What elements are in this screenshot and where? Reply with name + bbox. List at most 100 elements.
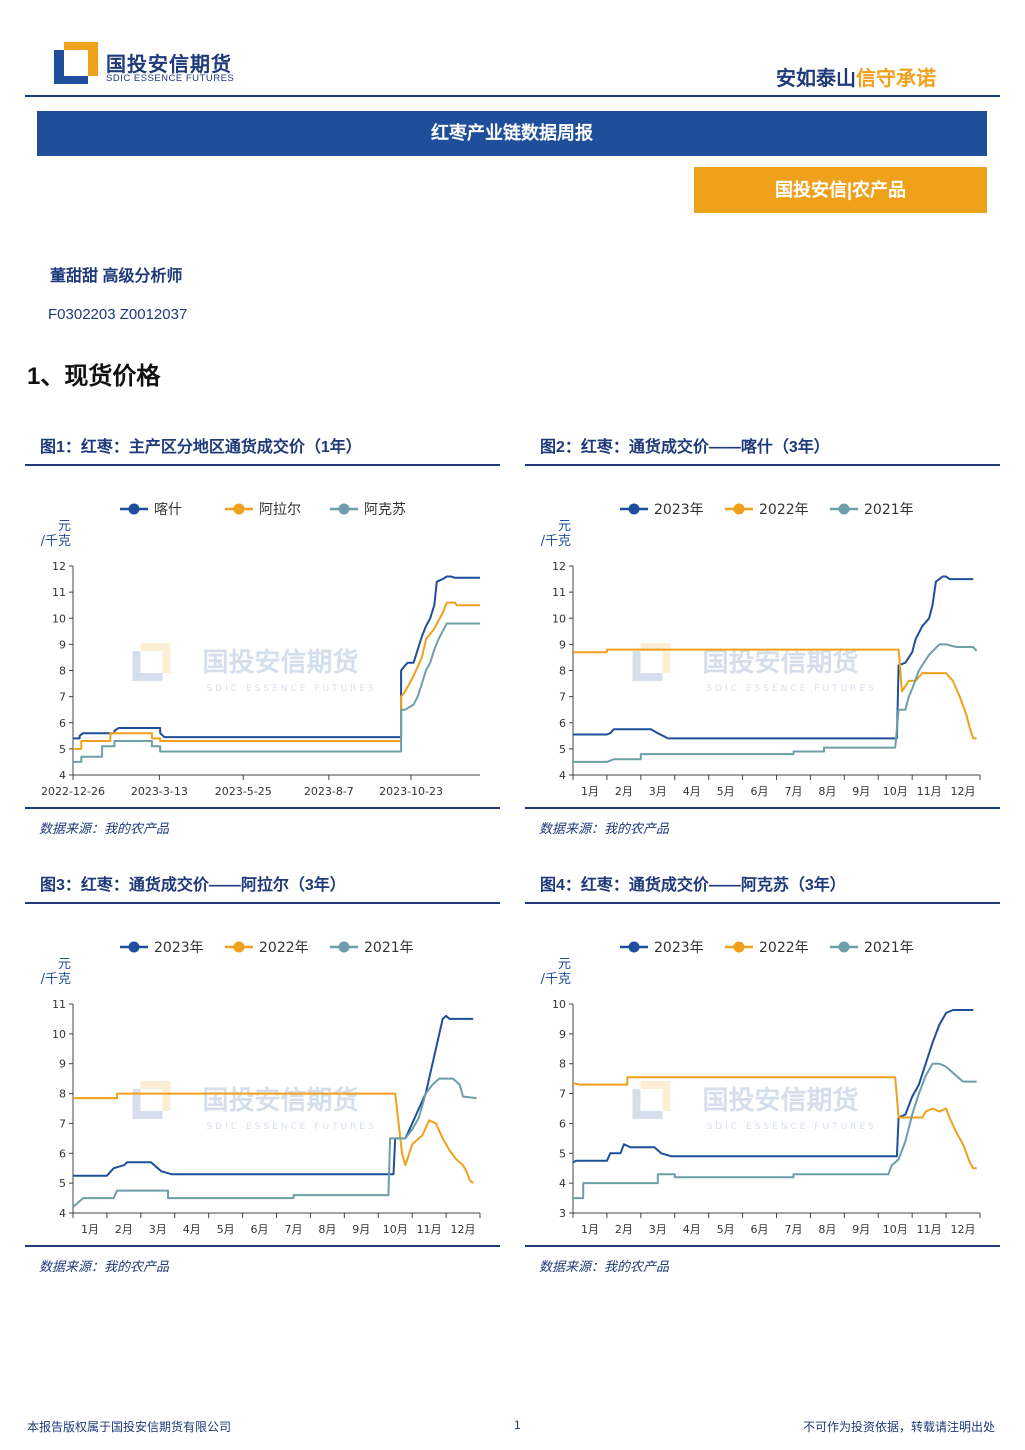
legend-item: 2023年 [620, 940, 704, 956]
x-tick-label: 8月 [318, 1223, 336, 1236]
watermark-logo-icon [632, 651, 663, 681]
slogan-part1: 安如泰山 [776, 68, 856, 90]
x-tick-label: 9月 [852, 1223, 870, 1236]
series-line [73, 622, 480, 763]
x-tick-label: 7月 [784, 785, 802, 798]
y-axis-unit: 元/千克 [41, 957, 71, 987]
y-tick-label: 5 [559, 743, 566, 756]
watermark-logo-icon [132, 651, 163, 681]
legend-label: 2022年 [759, 502, 809, 518]
y-tick-label: 11 [52, 998, 66, 1011]
line-chart: 国投安信期货 SDIC ESSENCE FUTURES 2023年 2022年 2021… [541, 502, 981, 798]
x-tick-label: 2月 [115, 1223, 133, 1236]
series-line [573, 643, 978, 763]
x-tick-label: 9月 [352, 1223, 370, 1236]
series-line [72, 1077, 477, 1208]
x-tick-label: 2月 [615, 1223, 633, 1236]
watermark: 国投安信期货 SDIC ESSENCE FUTURES [132, 643, 377, 694]
x-tick-label: 10月 [883, 1223, 908, 1236]
x-tick-label: 3月 [649, 785, 667, 798]
x-tick-label: 11月 [917, 785, 942, 798]
line-chart: 国投安信期货 SDIC ESSENCE FUTURES 2023年 2022年 2021… [41, 940, 481, 1236]
x-tick-label: 6月 [251, 1223, 269, 1236]
x-tick-label: 4月 [183, 1223, 201, 1236]
legend-marker [733, 941, 745, 953]
y-tick-label: 4 [59, 769, 66, 782]
x-tick-label: 11月 [417, 1223, 442, 1236]
watermark: 国投安信期货 SDIC ESSENCE FUTURES [632, 1081, 877, 1132]
y-tick-label: 12 [52, 560, 66, 573]
figure-source: 数据来源：我的农产品 [39, 1259, 170, 1274]
x-tick-label: 5月 [717, 785, 735, 798]
legend-label: 阿克苏 [364, 502, 406, 518]
figure-title: 图4：红枣：通货成交价——阿克苏（3年） [540, 877, 846, 894]
y-axis-unit: 元/千克 [541, 519, 571, 549]
y-tick-label: 9 [559, 1028, 566, 1041]
watermark: 国投安信期货 SDIC ESSENCE FUTURES [632, 643, 877, 694]
y-tick-label: 8 [559, 1058, 566, 1071]
y-tick-label: 7 [59, 691, 66, 704]
legend-item: 2023年 [620, 502, 704, 518]
y-tick-label: 10 [52, 612, 66, 625]
legend-item: 喀什 [120, 502, 182, 518]
author-certificate: F0302203 Z0012037 [48, 306, 188, 323]
x-tick-label: 12月 [951, 1223, 976, 1236]
series-line [572, 1009, 974, 1164]
watermark-text-cn: 国投安信期货 [703, 1085, 859, 1116]
x-tick-label: 2月 [615, 785, 633, 798]
watermark-text-en: SDIC ESSENCE FUTURES [707, 684, 877, 694]
legend-label: 喀什 [154, 502, 182, 518]
figure-title-underline [25, 902, 500, 904]
y-tick-label: 10 [52, 1028, 66, 1041]
legend-item: 2023年 [120, 940, 204, 956]
series-line [572, 1076, 977, 1170]
company-name-cn: 国投安信期货 [106, 54, 232, 76]
y-tick-label: 8 [59, 1088, 66, 1101]
company-name-en: SDIC ESSENCE FUTURES [106, 73, 235, 84]
legend-item: 2022年 [725, 940, 809, 956]
x-tick-label: 11月 [917, 1223, 942, 1236]
legend-label: 2023年 [654, 940, 704, 956]
x-tick-label: 2022-12-26 [41, 785, 105, 798]
series-line [573, 575, 974, 740]
x-tick-label: 6月 [751, 1223, 769, 1236]
legend-marker [628, 941, 640, 953]
series-line [573, 648, 977, 740]
x-tick-label: 10月 [883, 785, 908, 798]
y-tick-label: 10 [552, 998, 566, 1011]
y-tick-label: 9 [59, 638, 66, 651]
legend-label: 2022年 [259, 940, 309, 956]
figure-source: 数据来源：我的农产品 [539, 821, 670, 836]
line-chart: 国投安信期货 SDIC ESSENCE FUTURES 2023年 2022年 2021… [541, 940, 981, 1236]
watermark-text-en: SDIC ESSENCE FUTURES [207, 684, 377, 694]
x-tick-label: 12月 [951, 785, 976, 798]
y-tick-label: 6 [559, 1117, 566, 1130]
legend-label: 2021年 [864, 940, 914, 956]
x-tick-label: 9月 [852, 785, 870, 798]
y-tick-label: 5 [59, 743, 66, 756]
figure-source: 数据来源：我的农产品 [39, 821, 170, 836]
legend-item: 2022年 [725, 502, 809, 518]
figure-title-underline [525, 902, 1000, 904]
legend-item: 2021年 [830, 940, 914, 956]
x-tick-label: 10月 [383, 1223, 408, 1236]
x-tick-label: 3月 [649, 1223, 667, 1236]
x-tick-label: 3月 [149, 1223, 167, 1236]
y-tick-label: 8 [559, 665, 566, 678]
x-tick-label: 6月 [751, 785, 769, 798]
y-tick-label: 7 [559, 691, 566, 704]
legend-marker [338, 503, 350, 515]
watermark-text-en: SDIC ESSENCE FUTURES [707, 1122, 877, 1132]
legend-item: 阿拉尔 [225, 502, 301, 518]
x-tick-label: 2023-8-7 [304, 785, 354, 798]
y-tick-label: 12 [552, 560, 566, 573]
y-tick-label: 3 [559, 1207, 566, 1220]
figure-bottom-line [25, 1245, 500, 1247]
watermark-text-en: SDIC ESSENCE FUTURES [207, 1122, 377, 1132]
y-tick-label: 5 [559, 1147, 566, 1160]
footer-disclaimer: 不可作为投资依据，转载请注明出处 [802, 1420, 995, 1434]
figure-title-underline [25, 464, 500, 466]
y-axis-unit: 元/千克 [541, 957, 571, 987]
footer-copyright: 本报告版权属于国投安信期货有限公司 [27, 1420, 232, 1434]
legend-marker [233, 941, 245, 953]
